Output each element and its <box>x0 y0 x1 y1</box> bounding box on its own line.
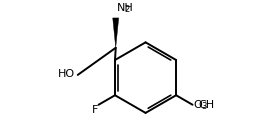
Text: F: F <box>92 105 98 115</box>
Text: CH: CH <box>198 100 214 110</box>
Text: HO: HO <box>58 69 75 79</box>
Text: 3: 3 <box>202 102 207 111</box>
Text: NH: NH <box>117 3 134 13</box>
Polygon shape <box>113 18 119 48</box>
Text: O: O <box>194 100 202 110</box>
Text: 2: 2 <box>125 5 130 14</box>
